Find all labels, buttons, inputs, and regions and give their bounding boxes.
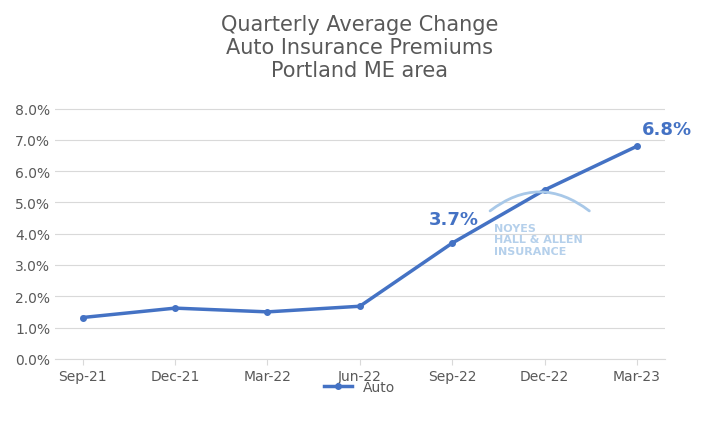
Legend: Auto: Auto bbox=[319, 374, 401, 400]
Text: NOYES
HALL & ALLEN
INSURANCE: NOYES HALL & ALLEN INSURANCE bbox=[494, 223, 583, 256]
Auto bbox=[171, 306, 179, 311]
Auto bbox=[356, 304, 364, 309]
Title: Quarterly Average Change
Auto Insurance Premiums
Portland ME area: Quarterly Average Change Auto Insurance … bbox=[221, 15, 498, 81]
Auto bbox=[79, 315, 87, 320]
Line: Auto: Auto bbox=[80, 144, 640, 320]
Text: 6.8%: 6.8% bbox=[642, 121, 692, 138]
Text: 3.7%: 3.7% bbox=[429, 211, 479, 229]
Auto bbox=[448, 241, 457, 246]
Auto bbox=[632, 144, 641, 150]
Auto bbox=[540, 188, 549, 193]
Auto bbox=[263, 310, 272, 315]
